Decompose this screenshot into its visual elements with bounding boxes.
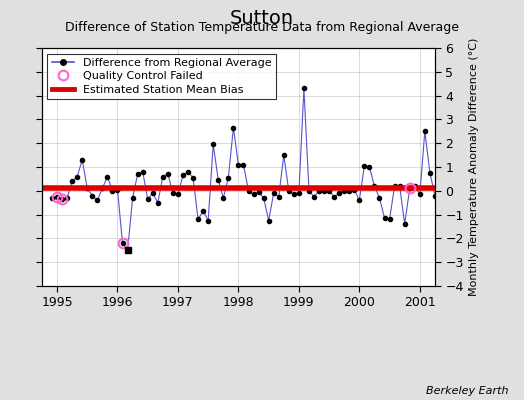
Legend: Station Move, Record Gap, Time of Obs. Change, Empirical Break: Station Move, Record Gap, Time of Obs. C… — [7, 298, 443, 316]
Text: Sutton: Sutton — [230, 9, 294, 28]
Text: Difference of Station Temperature Data from Regional Average: Difference of Station Temperature Data f… — [65, 21, 459, 34]
Legend: Difference from Regional Average, Quality Control Failed, Estimated Station Mean: Difference from Regional Average, Qualit… — [48, 54, 276, 99]
Text: Berkeley Earth: Berkeley Earth — [426, 386, 508, 396]
Y-axis label: Monthly Temperature Anomaly Difference (°C): Monthly Temperature Anomaly Difference (… — [470, 38, 479, 296]
